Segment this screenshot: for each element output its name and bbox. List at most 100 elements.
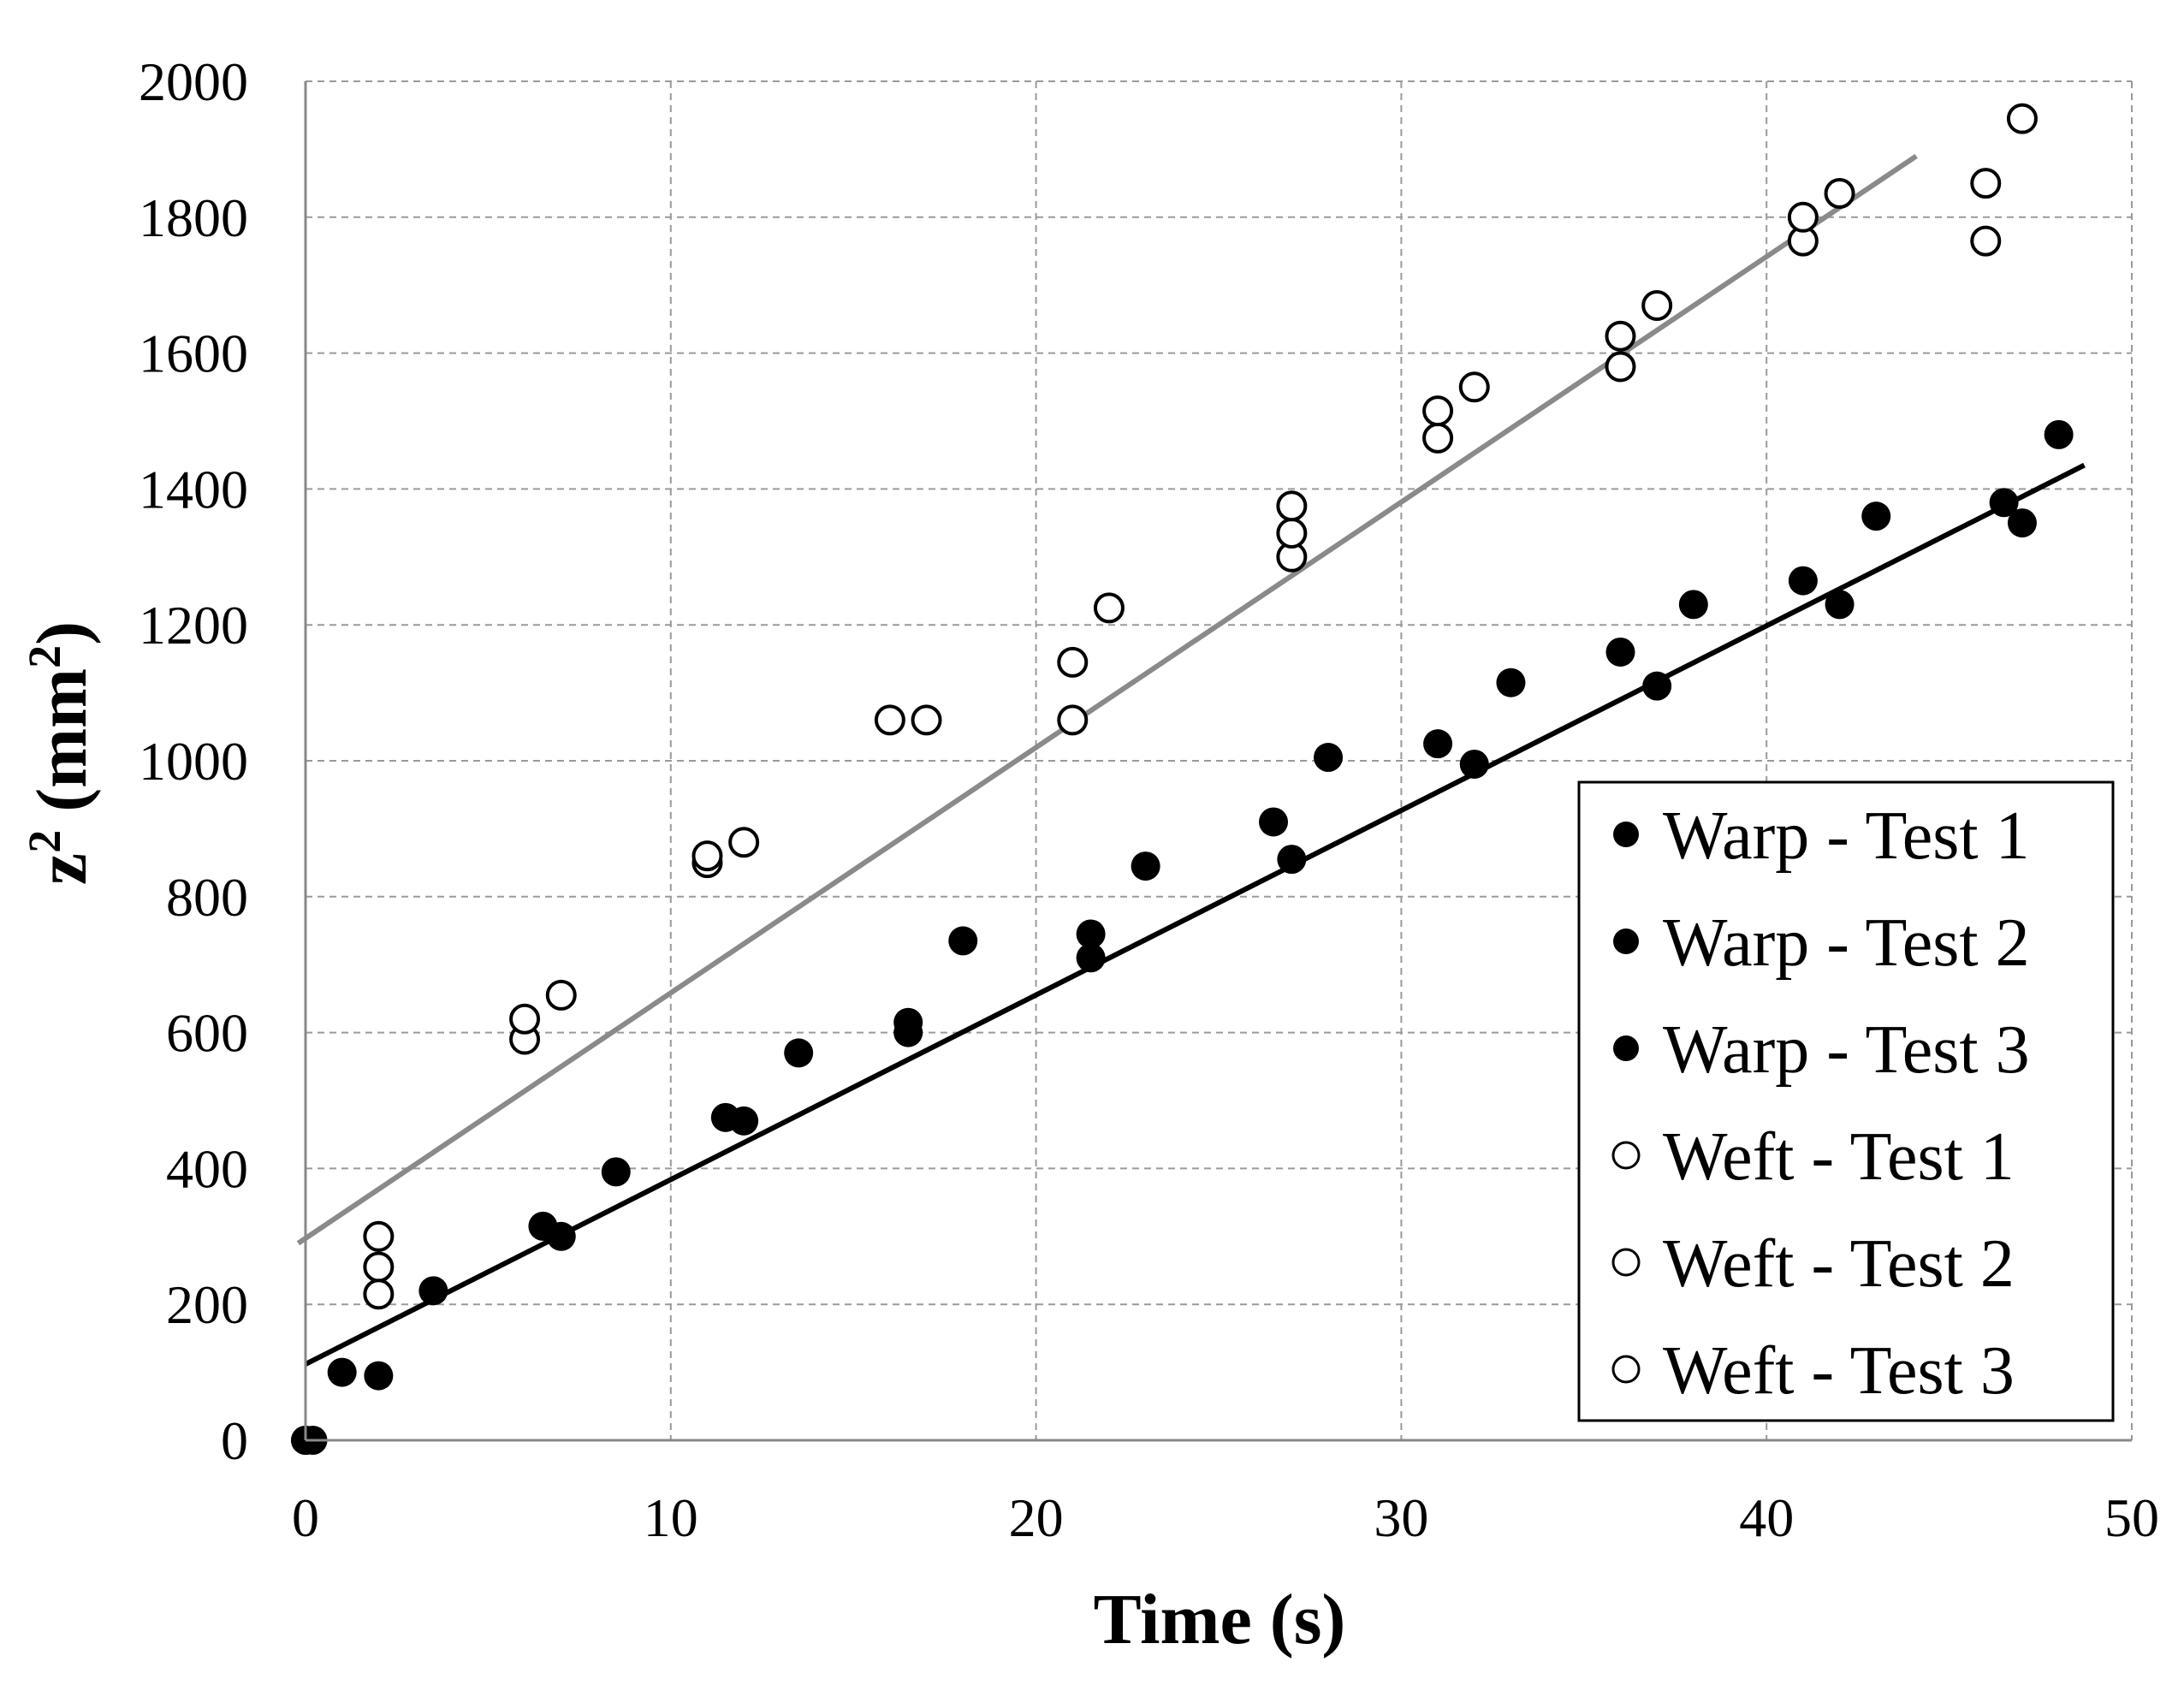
data-point-filled <box>1788 566 1818 596</box>
y-tick-label: 400 <box>166 1138 248 1199</box>
data-point-filled <box>1423 729 1453 759</box>
data-point-filled <box>546 1221 576 1251</box>
series-3 <box>363 225 2002 1252</box>
y-axis-title: z2 (mm2) <box>19 621 102 885</box>
data-point-filled <box>1861 501 1891 531</box>
y-tick-label: 1600 <box>139 323 248 384</box>
legend-box <box>1577 780 2115 1422</box>
legend-label: Warp - Test 2 <box>1663 905 2030 981</box>
axes <box>304 81 2132 1442</box>
data-point-open <box>1605 351 1636 383</box>
data-point-open <box>1970 168 2002 199</box>
y-tick-label: 800 <box>166 867 248 928</box>
x-tick-label: 0 <box>292 1487 319 1548</box>
data-point-open <box>691 840 723 872</box>
series-2 <box>291 488 2019 1455</box>
data-point-open <box>728 827 760 858</box>
data-point-filled <box>1496 668 1526 697</box>
y-tick-label: 600 <box>166 1003 248 1064</box>
data-point-filled <box>601 1157 631 1187</box>
data-point-open <box>874 704 905 736</box>
legend-marker <box>1611 1248 1641 1277</box>
data-point-open <box>509 1003 541 1035</box>
data-point-filled <box>784 1038 814 1068</box>
data-point-open <box>1276 518 1308 549</box>
trendline-weft-fit <box>296 153 1918 1246</box>
data-point-filled <box>327 1357 357 1387</box>
data-point-open <box>1093 592 1125 624</box>
data-point-open <box>1422 395 1454 427</box>
legend-items: Warp - Test 1 Warp - Test 2 Warp - Test 3 W… <box>1611 798 2030 1409</box>
data-point-filled <box>729 1106 759 1136</box>
data-point-open <box>1641 290 1673 322</box>
y-tick-label: 1800 <box>139 187 248 248</box>
data-point-open <box>1057 646 1089 678</box>
data-point-filled <box>1076 943 1106 973</box>
series-1 <box>298 419 2074 1455</box>
y-tick-label: 1000 <box>139 731 248 792</box>
data-points <box>291 103 2074 1455</box>
y-tick-label: 1400 <box>139 459 248 519</box>
y-tick-label: 1200 <box>139 595 248 656</box>
data-point-open <box>1970 225 2002 257</box>
data-point-open <box>911 704 942 736</box>
x-tick-label: 20 <box>1009 1487 1064 1548</box>
data-point-filled <box>2044 419 2074 449</box>
data-point-open <box>2006 103 2038 134</box>
data-point-filled <box>2007 508 2037 538</box>
y-tick-label: 0 <box>221 1410 248 1471</box>
x-axis-title: Time (s) <box>1094 1580 1346 1659</box>
legend-marker <box>1611 1141 1641 1170</box>
data-point-open <box>363 1251 395 1283</box>
legend-label: Weft - Test 1 <box>1663 1119 2015 1195</box>
data-point-filled <box>1459 749 1489 779</box>
legend-label: Warp - Test 3 <box>1663 1012 2030 1088</box>
data-point-open <box>1057 704 1089 736</box>
x-tick-label: 40 <box>1739 1487 1794 1548</box>
legend-label: Weft - Test 2 <box>1663 1226 2015 1302</box>
data-point-open <box>1458 371 1490 403</box>
data-point-open <box>1824 178 1855 210</box>
data-point-open <box>1605 320 1636 352</box>
trendlines <box>296 153 2086 1367</box>
data-point-open <box>1422 422 1454 454</box>
data-point-filled <box>364 1361 394 1391</box>
data-point-open <box>545 979 577 1011</box>
legend-label: Weft - Test 3 <box>1663 1333 2015 1409</box>
y-axis-title-superscript: 2 <box>19 830 70 853</box>
data-point-filled <box>1678 590 1708 620</box>
plot-area <box>291 80 2133 1455</box>
x-tick-labels: 0 10 20 30 40 50 <box>292 1487 2159 1548</box>
legend-label: Warp - Test 1 <box>1663 798 2030 874</box>
y-tick-label: 200 <box>166 1274 248 1335</box>
x-tick-label: 10 <box>644 1487 698 1548</box>
y-tick-labels: 0 200 400 600 800 1000 1200 1400 1600 1800 2000 <box>139 51 248 1471</box>
data-point-filled <box>1605 637 1635 667</box>
data-point-filled <box>1989 488 2019 518</box>
legend-marker <box>1613 822 1639 847</box>
data-point-open <box>363 1279 395 1310</box>
data-point-filled <box>1076 919 1106 949</box>
y-tick-label: 2000 <box>139 51 248 112</box>
legend-marker <box>1613 929 1639 954</box>
y-axis-title-unit-superscript: 2 <box>19 645 70 668</box>
data-point-open <box>363 1220 395 1252</box>
data-point-filled <box>948 926 978 956</box>
legend: Warp - Test 1 Warp - Test 2 Warp - Test 3 W… <box>1577 780 2115 1422</box>
legend-marker <box>1611 1355 1641 1384</box>
x-tick-label: 50 <box>2104 1487 2159 1548</box>
y-axis-title-unit-close: ) <box>22 621 102 645</box>
trendline-warp-fit <box>304 462 2086 1367</box>
data-point-filled <box>1825 590 1855 620</box>
data-point-open <box>1787 201 1819 233</box>
series-5 <box>363 168 2002 1310</box>
y-axis-title-unit: (mm <box>22 668 102 830</box>
data-point-filled <box>1314 743 1344 773</box>
data-point-filled <box>418 1276 448 1306</box>
legend-marker <box>1613 1035 1639 1061</box>
x-tick-label: 30 <box>1374 1487 1428 1548</box>
data-point-open <box>1276 490 1308 522</box>
data-point-filled <box>1277 845 1307 875</box>
data-point-filled <box>1131 851 1160 881</box>
